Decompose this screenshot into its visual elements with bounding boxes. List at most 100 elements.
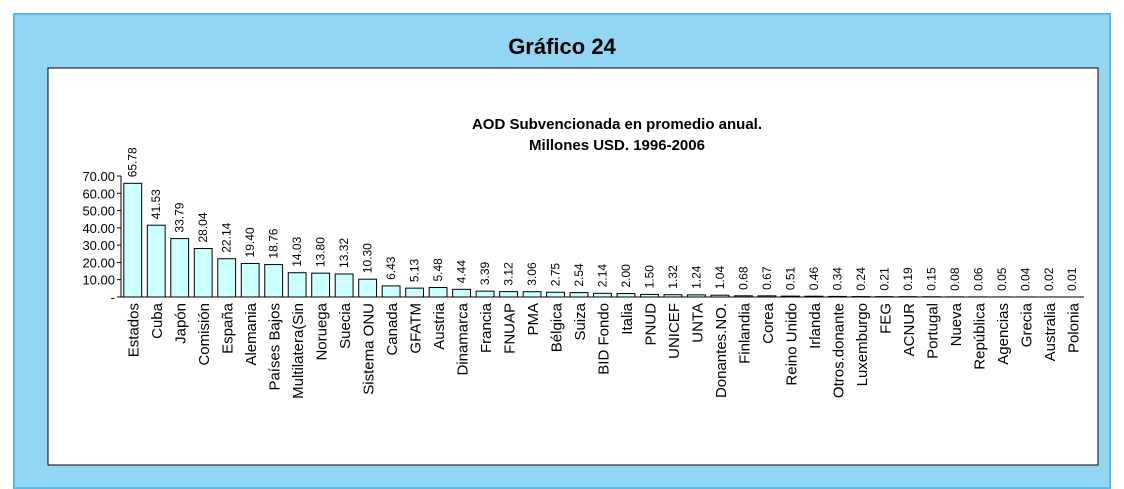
x-tick-label: Francia xyxy=(478,302,495,353)
x-tick-label: BID Fondo xyxy=(596,303,613,375)
x-tick-label: Multilatera(Sin xyxy=(290,303,307,399)
value-label: 33.79 xyxy=(173,202,187,232)
x-tick-label: Estados xyxy=(126,303,143,357)
value-label: 1.24 xyxy=(689,265,703,289)
value-label: 3.12 xyxy=(502,262,516,286)
y-tick-label: 50.00 xyxy=(82,204,115,219)
x-tick-label: Portugal xyxy=(924,303,941,359)
value-label: 1.04 xyxy=(713,266,727,290)
value-label: 5.13 xyxy=(408,258,422,282)
x-tick-label: Australia xyxy=(1042,302,1059,361)
x-tick-label: Nueva xyxy=(948,302,965,346)
x-tick-label: Noruega xyxy=(314,302,331,360)
value-label: 0.34 xyxy=(830,267,844,291)
x-tick-label: Donantes.NO. xyxy=(713,303,730,398)
bar xyxy=(193,248,213,298)
x-tick-label: Austria xyxy=(431,302,448,349)
y-tick-label: - xyxy=(111,290,115,305)
y-tick-label: 40.00 xyxy=(82,221,115,236)
value-label: 0.02 xyxy=(1042,267,1056,291)
value-label: 0.68 xyxy=(736,266,750,290)
bar xyxy=(640,293,659,298)
bar xyxy=(334,273,354,298)
x-tick-label: GFATM xyxy=(408,303,425,354)
value-label: 22.14 xyxy=(220,222,234,252)
value-label: 65.78 xyxy=(126,147,140,177)
bar xyxy=(358,278,378,298)
value-label: 0.51 xyxy=(783,266,797,290)
value-label: 28.04 xyxy=(196,212,210,242)
bar xyxy=(311,272,331,298)
x-tick-label: UNTA xyxy=(689,303,706,343)
value-label: 5.48 xyxy=(431,258,445,282)
x-tick-label: PMA xyxy=(525,303,542,336)
x-tick-label: PNUD xyxy=(642,303,659,346)
x-tick-label: Bélgica xyxy=(549,302,566,352)
bar xyxy=(217,258,237,298)
value-label: 2.14 xyxy=(596,264,610,288)
x-tick-label: FEG xyxy=(877,303,894,334)
value-label: 0.24 xyxy=(854,267,868,291)
x-tick-label: Países Bajos xyxy=(267,303,284,391)
x-tick-label: Alemania xyxy=(243,302,260,365)
x-tick-label: Sistema ONU xyxy=(361,303,378,395)
value-label: 14.03 xyxy=(290,236,304,266)
x-tick-label: España xyxy=(220,302,237,354)
value-label: 13.32 xyxy=(337,238,351,268)
y-tick-label: 20.00 xyxy=(82,255,115,270)
value-label: 18.76 xyxy=(267,228,281,258)
x-tick-label: Grecia xyxy=(1018,302,1035,347)
bar xyxy=(381,285,401,298)
bar xyxy=(780,295,800,298)
bar xyxy=(804,295,824,298)
bar xyxy=(287,272,307,298)
x-tick-label: Japón xyxy=(173,303,190,344)
value-label: 0.15 xyxy=(924,267,938,291)
x-tick-label: Italia xyxy=(619,302,636,334)
x-tick-label: Suecia xyxy=(337,302,354,349)
value-label: 1.32 xyxy=(666,265,680,289)
x-tick-label: ACNUR xyxy=(901,303,918,357)
x-tick-label: UNICEF xyxy=(666,303,683,359)
y-tick-label: 30.00 xyxy=(82,238,115,253)
y-tick-label: 10.00 xyxy=(82,273,115,288)
x-tick-label: Finlandia xyxy=(736,302,753,364)
value-label: 3.39 xyxy=(478,261,492,285)
bar xyxy=(687,294,706,298)
value-label: 0.04 xyxy=(1018,267,1032,291)
value-label: 0.01 xyxy=(1065,267,1079,291)
value-label: 0.46 xyxy=(807,267,821,291)
value-label: 10.30 xyxy=(361,243,375,273)
value-label: 2.00 xyxy=(619,264,633,288)
bar xyxy=(827,295,847,298)
x-tick-label: Irlanda xyxy=(807,302,824,349)
x-tick-label: Corea xyxy=(760,302,777,344)
bar xyxy=(170,238,190,298)
value-label: 13.80 xyxy=(314,237,328,267)
bar xyxy=(616,293,636,298)
value-label: 2.75 xyxy=(549,263,563,287)
x-tick-label: Reino Unido xyxy=(783,303,800,386)
bar xyxy=(499,291,518,298)
bar xyxy=(710,294,730,298)
x-tick-label: Comisión xyxy=(196,303,213,366)
value-label: 4.44 xyxy=(455,260,469,284)
bar xyxy=(546,291,565,298)
x-tick-label: Luxemburgo xyxy=(854,303,871,386)
value-label: 6.43 xyxy=(384,256,398,280)
x-tick-label: Dinamarca xyxy=(455,302,472,375)
value-label: 0.21 xyxy=(877,267,891,291)
bar xyxy=(522,291,542,298)
value-label: 2.54 xyxy=(572,263,586,287)
value-label: 0.19 xyxy=(901,267,915,291)
y-tick-label: 60.00 xyxy=(82,186,115,201)
bar xyxy=(405,287,425,298)
value-label: 0.05 xyxy=(995,267,1009,291)
bar xyxy=(569,292,589,298)
value-label: 19.40 xyxy=(243,227,257,257)
bar xyxy=(146,224,166,298)
value-label: 0.08 xyxy=(948,267,962,291)
x-tick-label: Suiza xyxy=(572,302,589,340)
x-tick-label: Otros.donante xyxy=(830,303,847,398)
